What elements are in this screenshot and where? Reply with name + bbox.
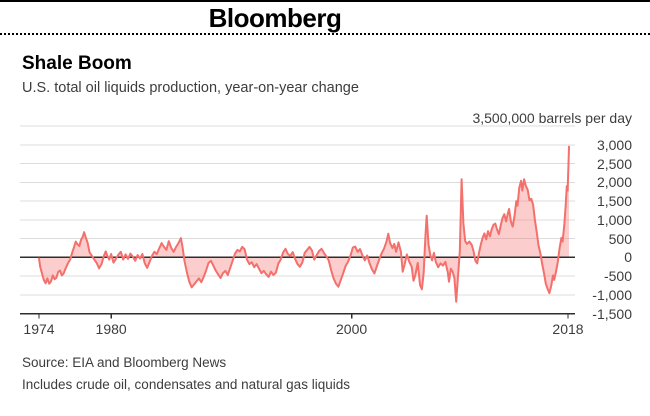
x-axis-label: 1974 xyxy=(23,321,55,337)
top-border-rule xyxy=(0,0,650,2)
x-axis-label: 2000 xyxy=(336,321,368,337)
y-axis-label: 2,500 xyxy=(596,155,632,172)
y-axis-label: 2,000 xyxy=(596,174,632,191)
series-area xyxy=(39,146,569,302)
y-axis-unit-label: 3,500,000 barrels per day xyxy=(472,110,632,126)
y-axis-label: 500 xyxy=(608,230,632,247)
chart-subtitle: U.S. total oil liquids production, year-… xyxy=(22,80,359,96)
x-axis-label: 1980 xyxy=(95,321,127,337)
includes-note: Includes crude oil, condensates and natu… xyxy=(22,377,350,392)
dotted-divider xyxy=(0,33,650,35)
y-axis-label: 1,500 xyxy=(596,193,632,210)
y-axis-label: -1,000 xyxy=(592,286,632,303)
y-axis-label: -1,500 xyxy=(592,305,632,322)
bloomberg-logo: Bloomberg xyxy=(208,3,342,33)
y-axis-label: 1,000 xyxy=(596,211,632,228)
x-axis-label: 2018 xyxy=(552,321,584,337)
y-axis-label: -500 xyxy=(603,268,632,285)
y-axis-label: 3,000 xyxy=(596,136,632,153)
chart-title: Shale Boom xyxy=(22,53,132,74)
y-axis-label: 0 xyxy=(624,249,632,266)
source-note: Source: EIA and Bloomberg News xyxy=(22,355,227,370)
series-line xyxy=(38,145,570,303)
